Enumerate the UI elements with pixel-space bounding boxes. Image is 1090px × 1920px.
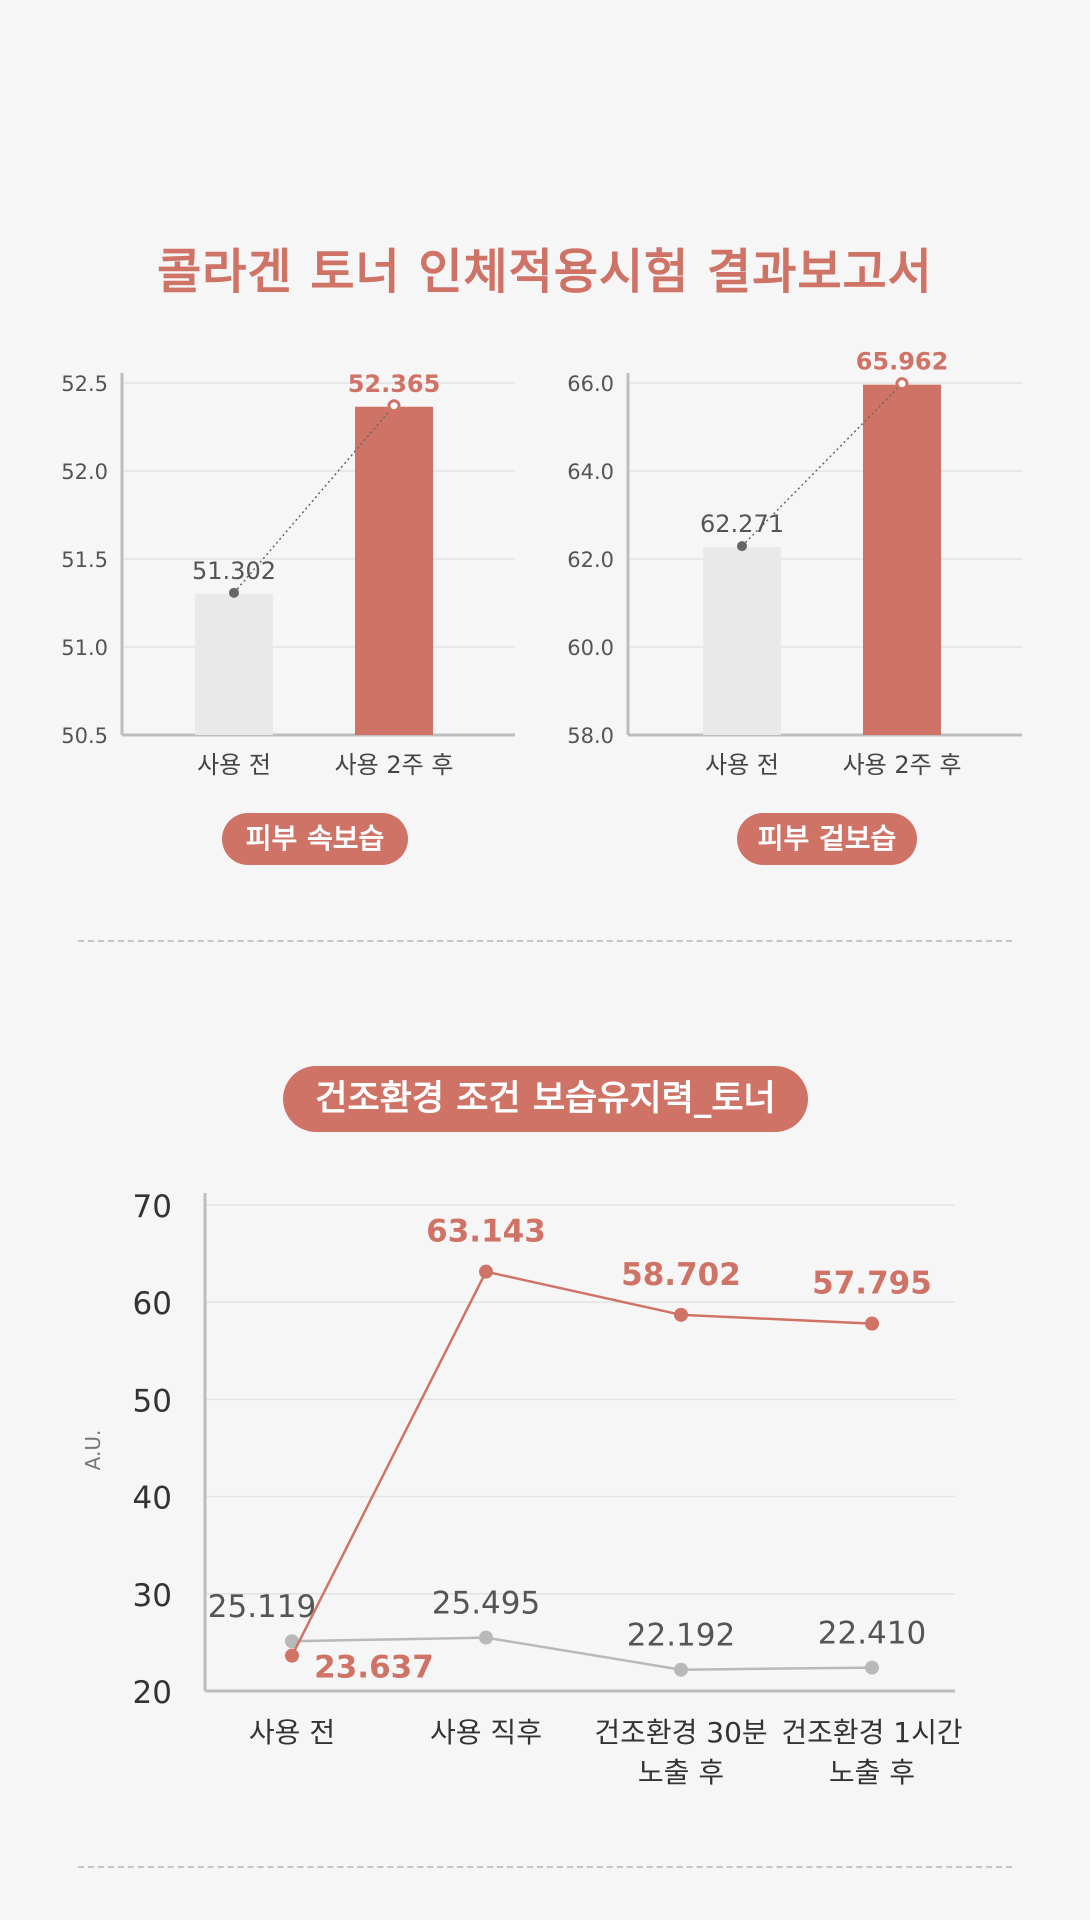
chart2-category-label: 사용 전 <box>705 751 779 779</box>
line-chart-ytick-label: 50 <box>133 1383 172 1419</box>
chart1-value-label: 51.302 <box>192 557 276 585</box>
grey-series-point <box>479 1630 493 1645</box>
line-chart-ylabel: A.U. <box>81 1430 105 1471</box>
accent-series-point <box>285 1648 299 1663</box>
chart2-bar <box>863 384 941 735</box>
chart1-ytick-label: 51.0 <box>61 636 108 660</box>
line-chart-category-label: 건조환경 30분 <box>594 1716 767 1749</box>
line-chart-category-label: 노출 후 <box>638 1756 724 1789</box>
accent-series-point <box>479 1264 493 1279</box>
chart2-ytick-label: 62.0 <box>567 548 614 572</box>
chart1-ytick-label: 50.5 <box>61 724 108 748</box>
line-chart-ytick-label: 70 <box>133 1189 172 1225</box>
line-chart-ytick-label: 40 <box>133 1481 172 1517</box>
accent-series-value-label: 63.143 <box>426 1214 546 1250</box>
line-chart-ytick-label: 30 <box>133 1578 172 1614</box>
chart1-trend-line <box>233 405 395 594</box>
grey-series-point <box>674 1662 688 1677</box>
chart2-bar <box>703 547 781 735</box>
chart2-value-label: 62.271 <box>700 510 784 538</box>
chart2-ytick-label: 58.0 <box>567 724 614 748</box>
chart2-category-label: 사용 2주 후 <box>843 751 962 779</box>
chart1-ytick-label: 51.5 <box>61 548 108 572</box>
accent-series-point <box>674 1307 688 1322</box>
line-chart-ytick-label: 60 <box>133 1286 172 1322</box>
line-chart-category-label: 노출 후 <box>829 1756 915 1789</box>
chart2-value-label: 65.962 <box>856 348 949 376</box>
line-chart-category-label: 사용 전 <box>249 1716 335 1749</box>
line-chart-category-label: 건조환경 1시간 <box>781 1716 962 1749</box>
section-divider <box>78 940 1012 942</box>
grey-series-value-label: 22.410 <box>818 1616 926 1652</box>
chart1-label-badge: 피부 속보습 <box>222 813 408 865</box>
chart1-bar <box>195 593 273 735</box>
chart2-point <box>737 541 747 552</box>
grey-series-value-label: 25.119 <box>208 1589 316 1625</box>
chart2-ytick-label: 64.0 <box>567 460 614 484</box>
accent-series-point <box>865 1316 879 1331</box>
accent-series-value-label: 58.702 <box>621 1257 741 1293</box>
page-title: 콜라겐 토너 인체적용시험 결과보고서 <box>157 244 933 300</box>
chart2-point <box>895 377 909 391</box>
chart1-ytick-label: 52.5 <box>61 372 108 396</box>
grey-series-value-label: 22.192 <box>627 1618 735 1654</box>
chart2-label-badge: 피부 겉보습 <box>737 813 917 865</box>
grey-series-line <box>291 1636 873 1671</box>
chart1-value-label: 52.365 <box>348 370 441 398</box>
chart1-point <box>387 399 401 413</box>
chart1-category-label: 사용 2주 후 <box>335 751 454 779</box>
line-chart-ytick-label: 20 <box>133 1675 172 1711</box>
accent-series-value-label: 57.795 <box>812 1266 932 1302</box>
grey-series-point <box>865 1660 879 1675</box>
chart1-category-label: 사용 전 <box>197 751 271 779</box>
chart1-point <box>229 587 239 598</box>
section-divider <box>78 1866 1012 1868</box>
line-chart-category-label: 사용 직후 <box>430 1716 542 1749</box>
chart2-ytick-label: 60.0 <box>567 636 614 660</box>
line-chart-title: 건조환경 조건 보습유지력_토너 <box>283 1066 808 1132</box>
accent-series-value-label: 23.637 <box>314 1650 434 1686</box>
grey-series-value-label: 25.495 <box>432 1586 540 1622</box>
chart2-ytick-label: 66.0 <box>567 372 614 396</box>
grey-series-point <box>285 1634 299 1649</box>
accent-series-line <box>290 1270 873 1657</box>
chart1-ytick-label: 52.0 <box>61 460 108 484</box>
chart1-bar <box>355 406 433 735</box>
